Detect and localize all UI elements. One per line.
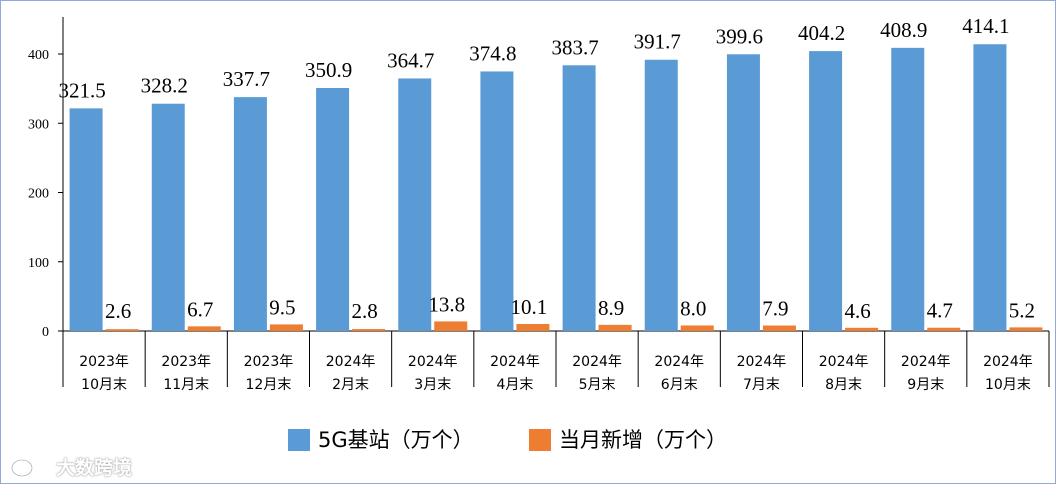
data-label-5g: 364.7 [387,48,434,72]
data-label-monthly-new: 6.7 [187,297,213,321]
legend-swatch-5g [288,429,310,451]
data-label-5g: 383.7 [551,35,598,59]
watermark-text: 大数跨境 [56,456,133,479]
x-category-year: 2024年 [901,354,951,370]
data-label-monthly-new: 9.5 [269,295,295,319]
y-tick-label: 0 [42,325,49,340]
x-category-year: 2024年 [654,354,704,370]
x-category-year: 2024年 [326,354,376,370]
data-label-5g: 408.9 [880,18,927,42]
x-category-year: 2024年 [408,354,458,370]
x-category-month: 3月末 [414,377,451,393]
bar-5g-stations [891,47,925,331]
x-category-month: 4月末 [496,377,533,393]
data-label-5g: 328.2 [141,74,188,98]
x-category-year: 2023年 [79,354,129,370]
data-label-monthly-new: 7.9 [762,297,788,321]
bar-5g-stations [809,51,843,332]
weibo-logo-icon [10,458,46,478]
bar-5g-stations [398,78,432,331]
data-label-monthly-new: 4.7 [927,299,953,323]
data-label-5g: 350.9 [305,58,352,82]
data-label-5g: 337.7 [223,67,270,91]
axes: 0 100 200 300 400 [28,17,1050,387]
bar-5g-stations [480,71,514,332]
x-category-month: 11月末 [163,377,209,393]
bar-5g-stations [151,103,185,331]
x-category-month: 8月末 [825,377,862,393]
data-label-monthly-new: 2.6 [105,299,131,323]
bar-5g-stations [973,44,1007,331]
x-category-year: 2024年 [737,354,787,370]
y-tick-label: 200 [28,187,49,202]
bar-5g-stations [233,97,267,331]
bars [69,44,1043,332]
x-category-year: 2024年 [490,354,540,370]
y-tick-label: 400 [28,48,49,63]
x-category-year: 2023年 [161,354,211,370]
data-label-monthly-new: 13.8 [428,292,465,316]
bar-monthly-new [927,327,961,331]
x-axis-labels: 2023年 10月末 2023年 11月末 2023年 12月末 2024年 2月末 2024年… [79,354,1032,393]
legend-swatch-monthly-new [529,429,551,451]
data-label-5g: 321.5 [58,78,105,102]
bar-5g-stations [69,108,103,331]
x-category-year: 2024年 [572,354,622,370]
bar-monthly-new [845,327,879,331]
y-tick-label: 300 [28,117,49,132]
bar-monthly-new [1009,327,1043,331]
bar-5g-stations [726,54,760,331]
bar-5g-stations [316,88,350,332]
data-label-5g: 414.1 [962,14,1009,38]
x-category-month: 12月末 [246,377,292,393]
data-label-monthly-new: 8.0 [680,296,706,320]
bar-monthly-new [269,324,303,331]
watermark: 大数跨境 [10,452,132,480]
data-label-monthly-new: 4.6 [844,299,870,323]
data-label-monthly-new: 2.8 [351,299,377,323]
x-category-year: 2024年 [819,354,869,370]
bar-monthly-new [598,324,632,331]
x-category-month: 10月末 [985,377,1031,393]
data-label-5g: 404.2 [798,21,845,45]
legend: 5G基站（万个） 当月新增（万个） [288,428,727,452]
y-tick-label: 100 [28,256,49,271]
x-category-month: 10月末 [81,377,127,393]
x-category-year: 2023年 [244,354,294,370]
bar-monthly-new [516,324,550,331]
bar-monthly-new [434,321,468,331]
legend-label-5g: 5G基站（万个） [318,428,474,452]
bar-monthly-new [762,325,796,331]
data-labels: 321.5 2.6 328.2 6.7 337.7 9.5 350.9 2.8 364.7 13.… [58,14,1035,323]
x-category-month: 7月末 [743,377,780,393]
bar-5g-stations [562,65,596,331]
x-category-month: 6月末 [661,377,698,393]
x-category-month: 2月末 [332,377,369,393]
data-label-monthly-new: 10.1 [511,295,548,319]
bar-monthly-new [352,329,386,331]
bar-5g-stations [644,59,678,332]
data-label-monthly-new: 8.9 [598,296,624,320]
x-category-month: 5月末 [579,377,616,393]
legend-label-monthly-new: 当月新增（万个） [559,428,727,452]
x-category-month: 9月末 [907,377,944,393]
data-label-5g: 391.7 [634,30,681,54]
data-label-5g: 374.8 [469,41,516,65]
bar-monthly-new [680,325,714,331]
bar-monthly-new [105,329,139,331]
x-category-year: 2024年 [983,354,1033,370]
data-label-5g: 399.6 [716,24,763,48]
bar-monthly-new [187,326,221,331]
data-label-monthly-new: 5.2 [1009,298,1035,322]
